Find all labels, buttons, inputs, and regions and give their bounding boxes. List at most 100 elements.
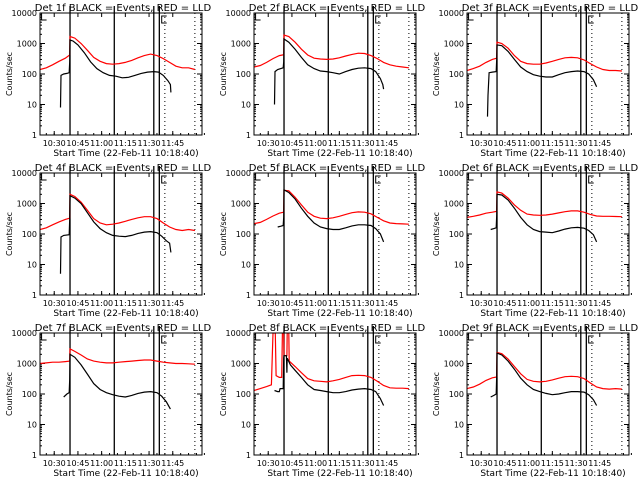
y-tick-label: 1 [32,451,37,460]
y-tick-label: 10 [454,421,464,430]
panel-title: Det 2f BLACK = Events, RED = LLD [249,3,426,14]
y-tick-label: 10000 [12,169,37,178]
x-axis-label: Start Time (22-Feb-11 10:18:40) [53,469,198,479]
x-tick-label: 10:30 [470,299,493,308]
plot-frame [39,172,203,296]
y-tick-label: 10 [27,101,37,110]
lld-series-line [254,34,409,69]
x-tick-label: 11:15 [114,299,137,308]
x-tick-label: 11:00 [304,459,327,468]
y-tick-label: 10000 [439,169,464,178]
x-tick-label: 10:30 [257,459,280,468]
x-tick-label: 10:45 [280,459,303,468]
x-tick-label: 11:30 [138,459,161,468]
x-tick-label: 11:15 [541,459,564,468]
bracket-marker [375,175,381,184]
x-tick-label: 11:45 [161,139,184,148]
x-tick-label: 11:45 [161,459,184,468]
y-axis-label: Counts/sec [219,52,228,96]
y-tick-label: 1000 [444,360,464,369]
plot-frame [466,12,630,136]
panel-det-9: Det 9f BLACK = Events, RED = LLD 1 10 100 10… [432,323,638,479]
x-axis-label: Start Time (22-Feb-11 10:18:40) [480,309,625,319]
x-tick-label: 11:30 [352,459,375,468]
x-tick-label: 11:45 [375,299,398,308]
x-tick-label: 10:45 [66,299,89,308]
events-series-line [274,355,385,406]
x-tick-label: 11:30 [352,299,375,308]
x-tick-label: 10:30 [43,299,66,308]
y-tick-label: 1000 [17,360,37,369]
x-tick-label: 11:45 [588,139,611,148]
events-series-line [63,353,171,410]
x-axis-label: Start Time (22-Feb-11 10:18:40) [267,149,412,159]
panel-det-7: Det 7f BLACK = Events, RED = LLD 1 10 100 10… [5,323,211,479]
x-tick-label: 10:30 [257,299,280,308]
x-tick-label: 11:30 [565,139,588,148]
y-tick-label: 1 [459,451,464,460]
panel-title: Det 4f BLACK = Events, RED = LLD [35,163,212,174]
bracket-marker [375,335,381,344]
y-axis-label: Counts/sec [432,52,441,96]
x-tick-label: 11:45 [588,299,611,308]
y-tick-label: 1 [459,131,464,140]
panel-det-5: Det 5f BLACK = Events, RED = LLD 1 10 100 10… [219,163,425,319]
x-tick-label: 11:30 [138,139,161,148]
x-tick-label: 11:00 [517,139,540,148]
x-tick-label: 11:15 [328,299,351,308]
x-tick-label: 11:45 [375,459,398,468]
events-series-line [490,352,598,406]
x-tick-label: 10:45 [66,459,89,468]
y-axis-label: Counts/sec [432,212,441,256]
bracket-marker [468,333,474,341]
x-tick-label: 11:00 [90,459,113,468]
bracket-marker [588,335,594,344]
y-tick-label: 1 [246,131,251,140]
x-tick-label: 10:45 [280,139,303,148]
bracket-marker [588,15,594,24]
panel-det-2: Det 2f BLACK = Events, RED = LLD 1 10 100 10… [219,3,425,159]
y-tick-label: 1 [32,131,37,140]
panel-title: Det 8f BLACK = Events, RED = LLD [249,323,426,334]
events-series-line [486,44,598,117]
panel-title: Det 1f BLACK = Events, RED = LLD [35,3,212,14]
y-tick-label: 100 [449,230,464,239]
plot-frame [466,172,630,296]
x-tick-label: 11:00 [90,299,113,308]
events-series-line [490,193,598,243]
x-tick-label: 11:00 [90,139,113,148]
y-tick-label: 10000 [12,9,37,18]
x-tick-label: 11:30 [565,299,588,308]
x-tick-label: 10:30 [470,139,493,148]
plot-frame [39,332,203,456]
lld-series-line [254,189,409,225]
y-axis-label: Counts/sec [219,372,228,416]
y-tick-label: 1000 [17,40,37,49]
x-tick-label: 11:15 [114,139,137,148]
x-tick-label: 10:45 [280,299,303,308]
y-tick-label: 1 [32,291,37,300]
bracket-marker [41,13,47,21]
y-tick-label: 10000 [439,9,464,18]
lld-series-line [467,41,622,72]
events-series-line [273,37,385,105]
bracket-marker [468,13,474,21]
bracket-marker [41,333,47,341]
lld-series-line [467,351,622,390]
x-tick-label: 11:15 [114,459,137,468]
lld-series-line [254,333,409,392]
x-tick-label: 11:30 [352,139,375,148]
x-axis-label: Start Time (22-Feb-11 10:18:40) [267,469,412,479]
y-tick-label: 100 [236,230,251,239]
y-tick-label: 100 [22,390,37,399]
x-tick-label: 11:45 [588,459,611,468]
panel-det-8: Det 8f BLACK = Events, RED = LLD 1 10 100 10… [219,323,425,479]
panel-title: Det 9f BLACK = Events, RED = LLD [462,323,639,334]
y-tick-label: 10 [454,261,464,270]
panel-title: Det 3f BLACK = Events, RED = LLD [462,3,639,14]
x-tick-label: 10:45 [493,459,516,468]
x-tick-label: 10:30 [470,459,493,468]
y-axis-label: Counts/sec [5,372,14,416]
x-tick-label: 11:00 [304,299,327,308]
y-tick-label: 10 [241,421,251,430]
